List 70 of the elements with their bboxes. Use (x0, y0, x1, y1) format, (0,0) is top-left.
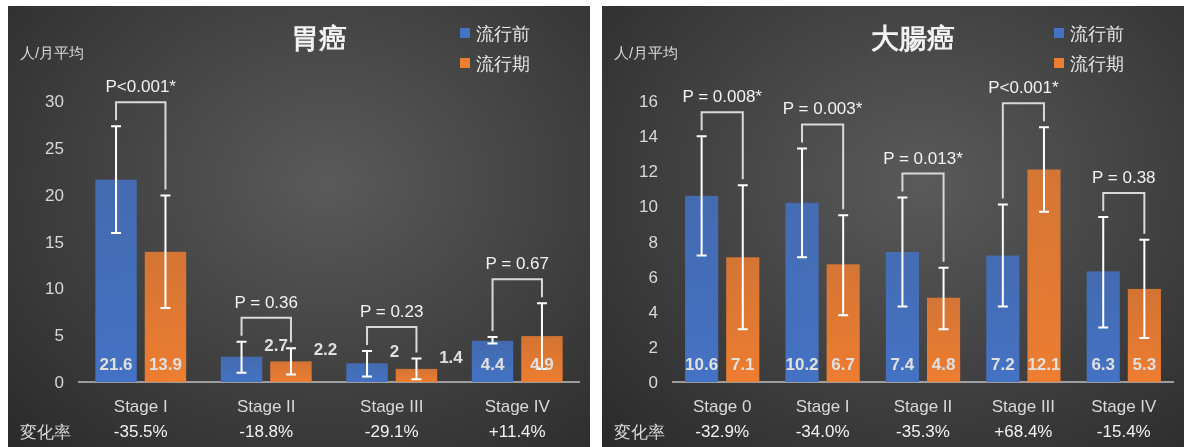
legend-label: 流行期 (1070, 54, 1124, 74)
data-label: 7.1 (730, 355, 755, 374)
text: -29.1% (364, 422, 419, 441)
data-label: 4.4 (480, 355, 505, 374)
data-label: 10.2 (785, 355, 819, 374)
x-tick-label: Stage I (795, 397, 850, 416)
y-tick-label: 10 (45, 279, 64, 299)
y-tick-label: 30 (45, 92, 64, 111)
data-label: 6.3 (1091, 355, 1116, 374)
text: -35.3% (896, 422, 950, 441)
x-tick-label: Stage II (893, 397, 953, 416)
annotation: P = 0.23 (360, 302, 424, 322)
annotation: P = 0.008* (682, 87, 763, 107)
data-label: 2.2 (313, 340, 338, 360)
y-tick-label: 8 (648, 232, 658, 252)
x-tick-label: Stage 0 (692, 397, 752, 416)
annotation: P = 0.36 (234, 292, 298, 312)
legend-label: 流行前 (1070, 24, 1124, 44)
data-label: 2.7 (264, 335, 288, 355)
y-tick-label: 0 (54, 373, 64, 392)
y-tick-label: 10 (639, 197, 658, 217)
data-label: 7.2 (991, 355, 1015, 374)
chart-title: 胃癌 (291, 23, 347, 54)
y-axis-title: 人/月平均 (614, 44, 679, 61)
annotation: P = 0.013* (883, 148, 964, 168)
data-label: 13.9 (148, 355, 182, 374)
y-tick-label: 4 (648, 302, 658, 322)
text: +68.4% (994, 422, 1053, 441)
data-label: 21.6 (99, 355, 133, 374)
data-label: 5.3 (1132, 355, 1157, 374)
y-tick-label: 25 (45, 138, 64, 158)
legend-label: 流行前 (476, 24, 530, 44)
y-tick-label: 2 (648, 337, 658, 357)
text: -32.9% (695, 422, 750, 441)
data-label: 2 (389, 342, 400, 362)
x-tick-label: Stage III (991, 397, 1056, 416)
data-label: 7.4 (890, 355, 915, 374)
annotation: P = 0.38 (1092, 167, 1156, 187)
y-tick-label: 12 (639, 162, 658, 182)
text: P<0.001* (105, 77, 177, 97)
y-tick-label: 15 (45, 232, 64, 252)
text: +11.4% (488, 422, 546, 441)
y-tick-label: 16 (639, 92, 658, 111)
annotation: P = 0.003* (782, 99, 863, 119)
y-tick-label: 14 (639, 127, 658, 147)
y-tick-label: 20 (45, 185, 64, 205)
y-tick-label: 5 (54, 326, 64, 346)
x-tick-label: Stage IV (1091, 397, 1158, 416)
y-tick-label: 0 (648, 373, 658, 392)
data-label: 10.6 (685, 355, 719, 374)
text: -15.4% (1096, 422, 1151, 441)
text: -34.0% (795, 422, 850, 441)
data-label: 12.1 (1027, 355, 1061, 374)
legend-label: 流行期 (476, 54, 530, 74)
text: -18.8% (239, 422, 294, 441)
data-label: 4.8 (931, 355, 956, 374)
text: 変化率 (20, 423, 71, 442)
data-label: 6.7 (831, 355, 855, 374)
y-axis-title: 人/月平均 (20, 44, 85, 61)
text: 変化率 (614, 423, 665, 442)
y-tick-label: 6 (648, 267, 658, 287)
chart-title: 大腸癌 (871, 23, 955, 54)
x-tick-label: Stage IV (484, 397, 551, 416)
x-tick-label: Stage II (236, 397, 296, 416)
annotation: P = 0.67 (485, 254, 549, 274)
x-tick-label: Stage I (113, 397, 168, 416)
text: P<0.001* (988, 78, 1059, 98)
x-tick-label: Stage III (360, 397, 424, 416)
data-label: 1.4 (439, 347, 464, 367)
text: -35.5% (113, 422, 168, 441)
